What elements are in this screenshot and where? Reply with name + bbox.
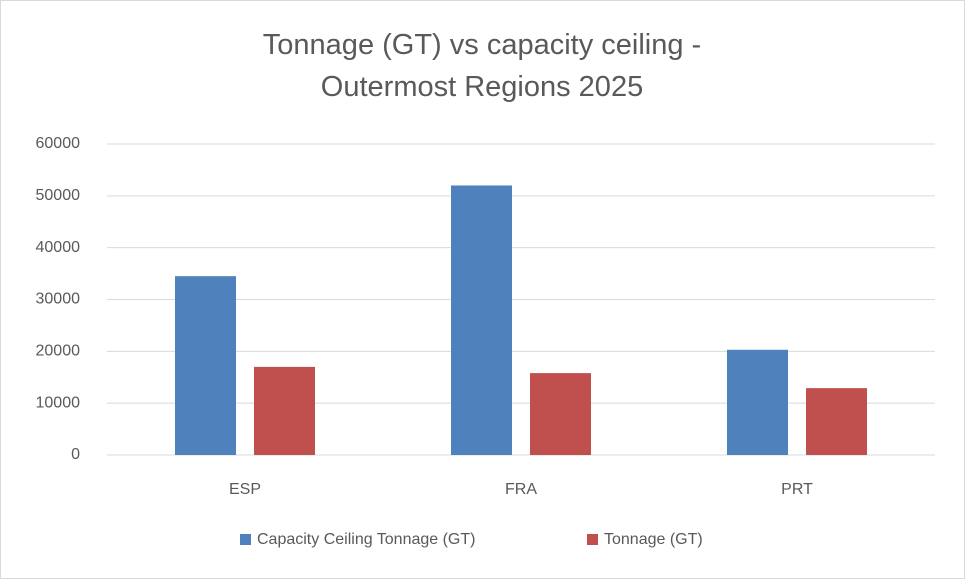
y-tick-label: 50000 [36, 187, 81, 204]
bar [530, 373, 591, 455]
bar [806, 388, 867, 455]
y-tick-label: 0 [71, 446, 80, 463]
bar [727, 349, 788, 455]
legend-swatch [240, 534, 251, 545]
chart-title: Tonnage (GT) vs capacity ceiling - Outer… [262, 29, 702, 103]
legend-label: Capacity Ceiling Tonnage (GT) [257, 531, 475, 548]
y-tick-label: 40000 [36, 239, 81, 256]
legend-label: Tonnage (GT) [604, 531, 703, 548]
x-tick-label: ESP [229, 481, 261, 498]
x-tick-label: PRT [781, 481, 813, 498]
bar [175, 276, 236, 455]
y-tick-label: 60000 [36, 135, 81, 152]
legend-swatch [587, 534, 598, 545]
y-tick-label: 20000 [36, 343, 81, 360]
x-tick-label: FRA [505, 481, 537, 498]
bar [451, 185, 512, 455]
bar [254, 366, 315, 455]
y-tick-label: 30000 [36, 291, 81, 308]
y-tick-label: 10000 [36, 394, 81, 411]
